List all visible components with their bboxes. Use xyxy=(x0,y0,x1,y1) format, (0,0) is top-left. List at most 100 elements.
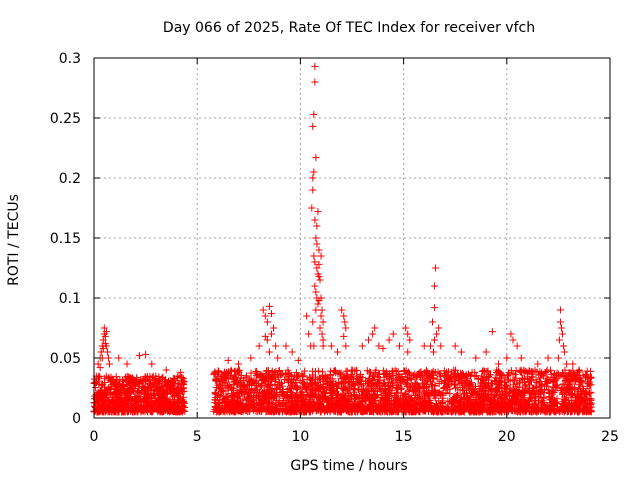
roti-point xyxy=(327,342,335,350)
roti-point xyxy=(418,404,426,412)
roti-point xyxy=(473,401,481,409)
roti-point xyxy=(515,404,523,412)
roti-point xyxy=(159,400,167,408)
roti-point xyxy=(115,399,123,407)
roti-point xyxy=(123,381,131,389)
roti-point xyxy=(401,379,409,387)
roti-point xyxy=(572,374,580,382)
roti-point xyxy=(493,397,501,405)
roti-point xyxy=(341,318,349,326)
roti-point xyxy=(264,367,272,375)
roti-point xyxy=(101,340,109,348)
roti-point xyxy=(557,387,565,395)
roti-point xyxy=(266,371,274,379)
roti-point xyxy=(263,318,271,326)
roti-point xyxy=(451,342,459,350)
roti-point xyxy=(178,374,186,382)
roti-point xyxy=(580,386,588,394)
roti-point xyxy=(460,379,468,387)
roti-point xyxy=(216,377,224,385)
roti-point xyxy=(340,332,348,340)
roti-point xyxy=(175,393,183,401)
roti-point xyxy=(309,122,317,130)
roti-point xyxy=(233,397,241,405)
roti-point xyxy=(316,276,324,284)
roti-point xyxy=(372,401,380,409)
roti-point xyxy=(148,408,156,416)
roti-point xyxy=(315,393,323,401)
roti-point xyxy=(351,385,359,393)
roti-point xyxy=(282,342,290,350)
roti-point xyxy=(521,382,529,390)
roti-point xyxy=(486,395,494,403)
roti-point xyxy=(276,384,284,392)
roti-point xyxy=(275,397,283,405)
roti-point xyxy=(559,330,567,338)
roti-point xyxy=(531,396,539,404)
roti-point xyxy=(480,404,488,412)
roti-point xyxy=(131,405,139,413)
roti-point xyxy=(544,354,552,362)
roti-point xyxy=(211,402,219,410)
roti-point xyxy=(310,110,318,118)
roti-point xyxy=(247,354,255,362)
roti-point xyxy=(258,407,266,415)
roti-point xyxy=(103,404,111,412)
roti-point xyxy=(452,397,460,405)
y-tick-label: 0.2 xyxy=(59,171,81,187)
roti-point xyxy=(147,389,155,397)
roti-point xyxy=(399,392,407,400)
roti-point xyxy=(482,348,490,356)
roti-point xyxy=(341,374,349,382)
roti-point xyxy=(364,393,372,401)
roti-point xyxy=(587,395,595,403)
roti-point xyxy=(319,342,327,350)
roti-point xyxy=(541,369,549,377)
roti-point xyxy=(437,342,445,350)
roti-point xyxy=(446,398,454,406)
roti-point xyxy=(215,368,223,376)
roti-point xyxy=(509,370,517,378)
roti-point xyxy=(284,377,292,385)
roti-point xyxy=(294,356,302,364)
roti-point xyxy=(375,378,383,386)
roti-point xyxy=(499,387,507,395)
roti-point xyxy=(214,367,222,375)
roti-point xyxy=(494,403,502,411)
roti-point xyxy=(574,388,582,396)
roti-point xyxy=(246,377,254,385)
roti-point xyxy=(263,336,271,344)
roti-point xyxy=(429,367,437,375)
roti-point xyxy=(412,398,420,406)
roti-point xyxy=(384,379,392,387)
roti-point xyxy=(543,367,551,375)
roti-point xyxy=(258,404,266,412)
roti-point xyxy=(487,407,495,415)
roti-point xyxy=(406,374,414,382)
roti-point xyxy=(245,385,253,393)
roti-point xyxy=(95,372,103,380)
roti-point xyxy=(160,388,168,396)
roti-point xyxy=(267,408,275,416)
roti-point xyxy=(392,367,400,375)
axis-ticks xyxy=(93,57,611,419)
roti-point xyxy=(316,324,324,332)
roti-point xyxy=(480,397,488,405)
roti-point xyxy=(415,408,423,416)
roti-point xyxy=(415,390,423,398)
roti-point xyxy=(116,388,124,396)
roti-point xyxy=(404,398,412,406)
roti-point xyxy=(362,377,370,385)
roti-point xyxy=(102,372,110,380)
y-tick-labels: 0 0.05 0.1 0.15 0.2 0.25 0.3 xyxy=(50,51,81,427)
roti-point xyxy=(313,222,321,230)
roti-point xyxy=(215,408,223,416)
roti-point xyxy=(453,403,461,411)
roti-point xyxy=(179,402,187,410)
roti-point xyxy=(459,406,467,414)
roti-point xyxy=(468,368,476,376)
roti-point xyxy=(517,354,525,362)
x-tick-label: 20 xyxy=(498,429,516,445)
roti-point xyxy=(311,78,319,86)
roti-point xyxy=(329,378,337,386)
